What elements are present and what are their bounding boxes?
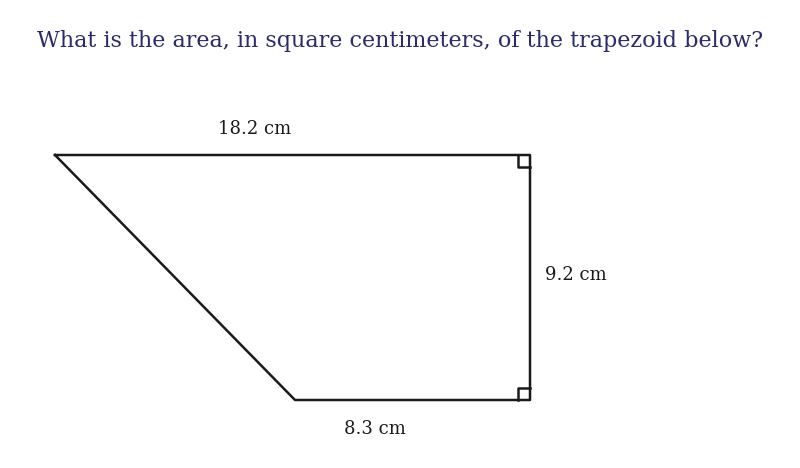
Text: 18.2 cm: 18.2 cm: [218, 120, 292, 138]
Text: 9.2 cm: 9.2 cm: [545, 266, 606, 284]
Text: What is the area, in square centimeters, of the trapezoid below?: What is the area, in square centimeters,…: [37, 30, 763, 52]
Text: 8.3 cm: 8.3 cm: [344, 420, 406, 438]
